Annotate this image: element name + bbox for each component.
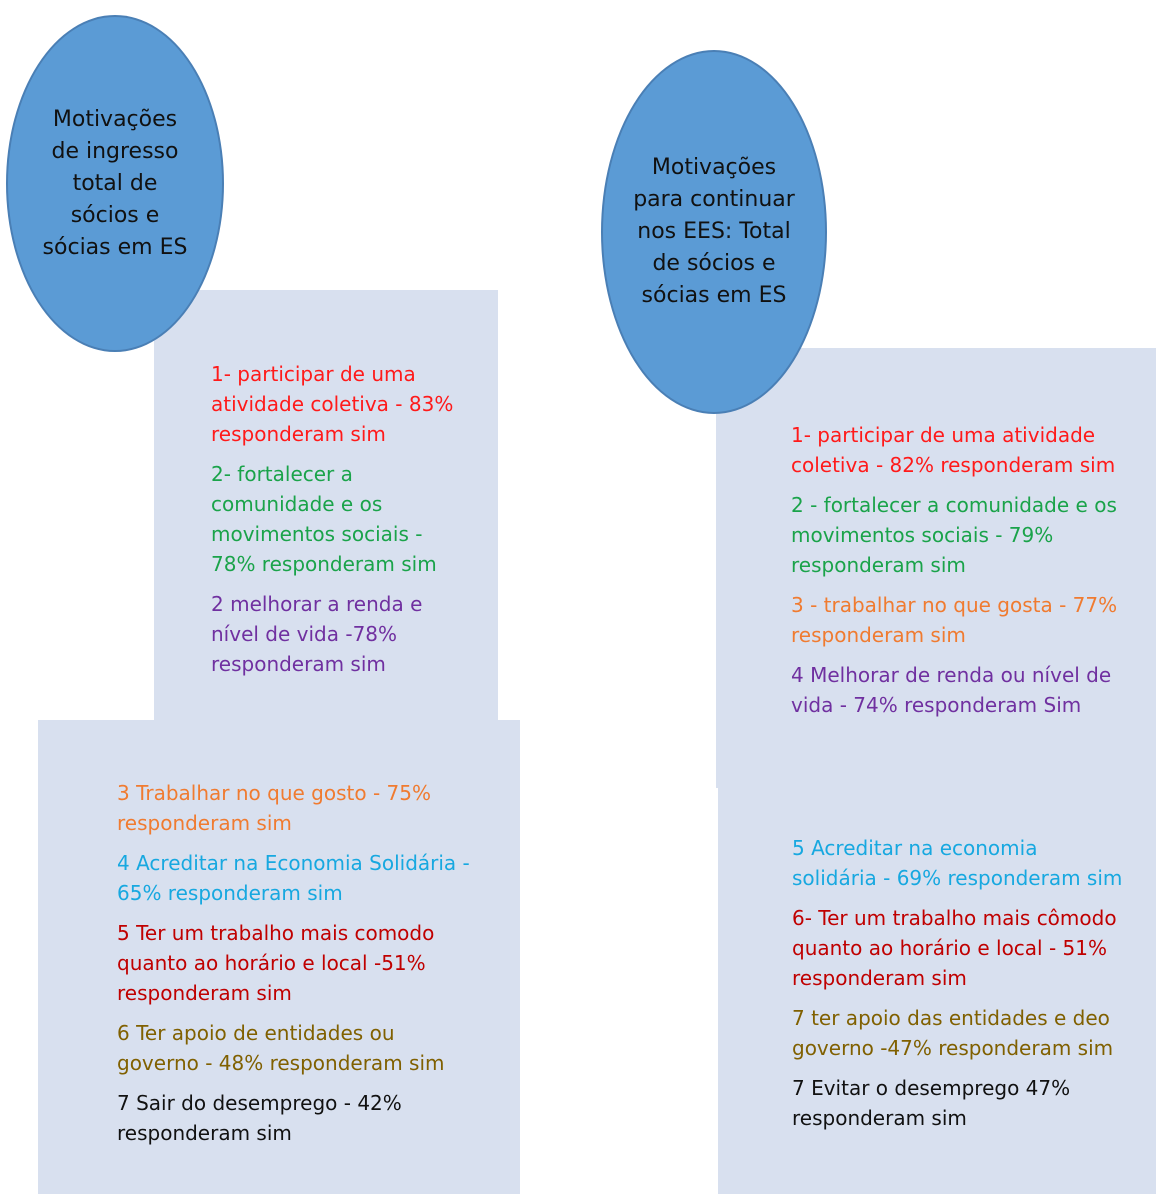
list-item: 1- participar de uma atividade coletiva … <box>211 362 454 446</box>
left-title: Motivações de ingresso total de sócios e… <box>43 104 188 264</box>
right-upper-box <box>716 348 1156 788</box>
right-title-ellipse: Motivações para continuar nos EES: Total… <box>601 50 827 414</box>
left-title-line: sócios e <box>70 202 160 228</box>
right-lower-list: 5 Acreditar na economia solidária - 69% … <box>792 833 1152 1143</box>
list-item: 4 Melhorar de renda ou nível de vida - 7… <box>791 663 1112 717</box>
list-item: 6- Ter um trabalho mais cômodo quanto ao… <box>792 906 1117 990</box>
list-item: 7 Sair do desemprego - 42% responderam s… <box>117 1091 402 1145</box>
right-title-line: de sócios e <box>652 251 776 276</box>
list-item: 3 - trabalhar no que gosta - 77% respond… <box>791 593 1118 647</box>
list-item: 7 ter apoio das entidades e deo governo … <box>792 1006 1114 1060</box>
left-title-line: Motivações <box>52 106 178 132</box>
left-upper-list: 1- participar de uma atividade coletiva … <box>211 359 496 689</box>
list-item: 7 Evitar o desemprego 47% responderam si… <box>792 1076 1071 1130</box>
list-item: 6 Ter apoio de entidades ou governo - 48… <box>117 1021 445 1075</box>
left-title-line: total de <box>72 170 158 196</box>
left-upper-box <box>154 290 498 745</box>
list-item: 4 Acreditar na Economia Solidária - 65% … <box>117 851 470 905</box>
right-title: Motivações para continuar nos EES: Total… <box>633 152 795 312</box>
list-item: 5 Acreditar na economia solidária - 69% … <box>792 836 1123 890</box>
list-item: 2 - fortalecer a comunidade e os movimen… <box>791 493 1117 577</box>
left-title-line: de ingresso <box>51 138 179 164</box>
list-item: 5 Ter um trabalho mais comodo quanto ao … <box>117 921 435 1005</box>
list-item: 2 melhorar a renda e nível de vida -78% … <box>211 592 423 676</box>
right-lower-box <box>718 760 1156 1194</box>
list-item: 2- fortalecer a comunidade e os moviment… <box>211 462 437 576</box>
list-item: 3 Trabalhar no que gosto - 75% responder… <box>117 781 431 835</box>
left-title-ellipse: Motivações de ingresso total de sócios e… <box>6 15 224 352</box>
left-title-line: sócias em ES <box>42 234 188 260</box>
left-lower-box <box>38 720 520 1194</box>
right-upper-list: 1- participar de uma atividade coletiva … <box>791 420 1151 730</box>
list-item: 1- participar de uma atividade coletiva … <box>791 423 1116 477</box>
right-title-line: sócias em ES <box>641 283 787 308</box>
left-lower-list: 3 Trabalhar no que gosto - 75% responder… <box>117 778 517 1158</box>
right-title-line: para continuar <box>633 187 795 212</box>
right-title-line: Motivações <box>651 155 777 180</box>
right-title-line: nos EES: Total <box>637 219 791 244</box>
